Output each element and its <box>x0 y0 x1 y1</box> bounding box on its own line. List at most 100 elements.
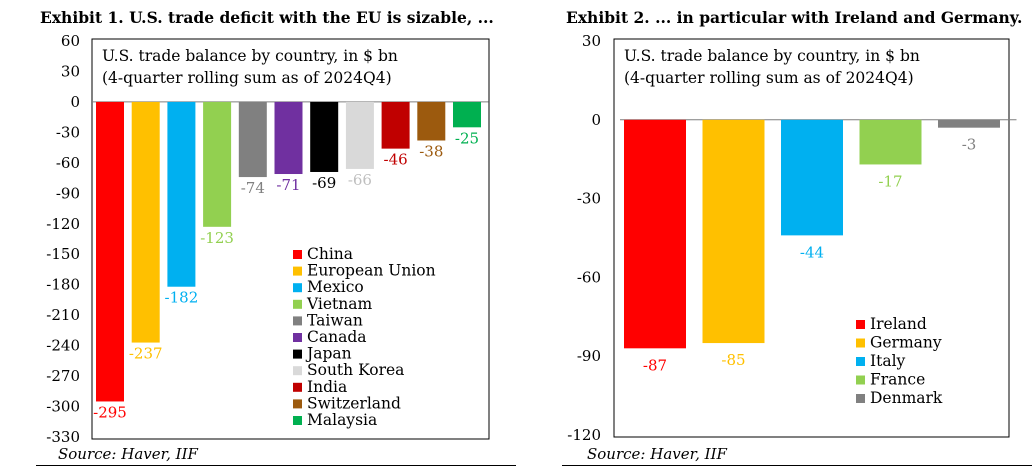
bar-value-label: -69 <box>312 174 336 192</box>
legend-swatch <box>293 316 302 326</box>
bar-china <box>96 101 124 402</box>
legend-label: Denmark <box>870 389 943 407</box>
plot-frame <box>613 38 1010 438</box>
y-tick-label: -240 <box>46 337 80 355</box>
bar-value-label: -25 <box>455 129 479 147</box>
trade-balance-by-country-chart: 60 30 0 -30 -60 -90 -120 -150 -180 -210 -240 -270 -3… <box>46 32 490 446</box>
bar-canada <box>274 101 303 175</box>
legend-swatch <box>293 266 302 276</box>
y-tick-label: 0 <box>591 111 601 129</box>
y-tick-label: -120 <box>46 215 80 233</box>
legend-swatch <box>856 338 865 348</box>
y-tick-label: 30 <box>582 32 601 50</box>
y-tick-label: -270 <box>46 367 80 385</box>
bar-value-label: -44 <box>800 243 824 261</box>
y-tick-label: -300 <box>46 398 80 416</box>
y-tick-label: -30 <box>56 123 80 141</box>
bar-india <box>381 101 410 149</box>
legend-label: South Korea <box>307 361 404 379</box>
legend-swatch <box>293 382 302 392</box>
chart-note-line: (4-quarter rolling sum as of 2024Q4) <box>624 69 914 87</box>
bar-france <box>859 119 922 165</box>
legend-swatch <box>293 283 302 293</box>
eu-trade-balance-chart: 30 0 -30 -60 -90 -120 U.S. trade balance by co… <box>567 32 1017 444</box>
legend-label: Taiwan <box>307 311 363 329</box>
y-tick-label: -30 <box>577 190 601 208</box>
exhibit-2-panel: Exhibit 2. ... in particular with Irelan… <box>520 0 1034 472</box>
y-tick-label: -90 <box>56 184 80 202</box>
legend-label: China <box>307 245 353 263</box>
legend-label: Japan <box>305 345 352 363</box>
legend-swatch <box>293 399 302 409</box>
y-tick-label: -150 <box>46 245 80 263</box>
bar-value-label: -17 <box>878 172 902 190</box>
y-tick-label: -90 <box>577 347 601 365</box>
bar-value-label: -71 <box>276 176 300 194</box>
legend-label: India <box>307 378 347 396</box>
bar-malaysia <box>453 101 481 128</box>
bar-south-korea <box>345 101 374 169</box>
y-tick-label: -120 <box>567 426 601 444</box>
plot-frame <box>91 38 490 440</box>
source-note: Source: Haver, IIF <box>58 445 198 463</box>
bottom-rule <box>562 465 1032 466</box>
bar-european-union <box>131 101 160 343</box>
bar-value-label: -85 <box>721 351 745 369</box>
y-tick-label: 0 <box>70 93 80 111</box>
bar-value-label: -74 <box>241 179 265 197</box>
y-tick-label: -210 <box>46 306 80 324</box>
y-tick-label: -330 <box>46 428 80 446</box>
legend-swatch <box>856 375 865 385</box>
y-tick-label: -180 <box>46 276 80 294</box>
bar-value-label: -3 <box>962 136 977 154</box>
legend-label: Malaysia <box>307 411 377 429</box>
bar-mexico <box>167 101 196 287</box>
legend-label: Ireland <box>870 315 927 333</box>
chart-note-line: (4-quarter rolling sum as of 2024Q4) <box>102 69 392 87</box>
bar-value-label: -295 <box>93 403 127 421</box>
legend-label: Mexico <box>307 278 364 296</box>
legend-label: France <box>870 371 925 389</box>
bar-value-label: -182 <box>165 289 199 307</box>
bar-italy <box>781 119 843 236</box>
bar-value-label: -123 <box>200 229 234 247</box>
legend-label: Canada <box>307 328 367 346</box>
bottom-rule <box>36 465 516 466</box>
legend-label: Italy <box>870 352 906 370</box>
chart-note-line: U.S. trade balance by country, in $ bn <box>102 47 398 65</box>
bar-taiwan <box>238 101 267 178</box>
bar-value-label: -46 <box>384 151 408 169</box>
legend-label: European Union <box>307 262 436 280</box>
legend-swatch <box>856 394 865 403</box>
legend-label: Vietnam <box>306 295 373 313</box>
bar-germany <box>702 119 765 344</box>
y-tick-label: -60 <box>577 268 601 286</box>
legend-swatch <box>293 250 302 259</box>
exhibit-title: Exhibit 1. U.S. trade deficit with the E… <box>40 8 494 27</box>
legend-swatch <box>293 416 302 425</box>
legend-swatch <box>293 366 302 376</box>
legend-swatch <box>856 320 865 329</box>
y-tick-label: 30 <box>61 62 80 80</box>
y-tick-label: -60 <box>56 154 80 172</box>
chart-note-line: U.S. trade balance by country, in $ bn <box>624 47 920 65</box>
bar-value-label: -87 <box>643 356 667 374</box>
legend-swatch <box>293 299 302 309</box>
bar-switzerland <box>417 101 446 141</box>
exhibit-title: Exhibit 2. ... in particular with Irelan… <box>566 8 1023 27</box>
exhibit-1-panel: Exhibit 1. U.S. trade deficit with the E… <box>36 8 516 466</box>
bar-japan <box>310 101 339 172</box>
y-tick-label: 60 <box>61 32 80 50</box>
legend-swatch <box>856 357 865 366</box>
legend-label: Switzerland <box>307 394 401 412</box>
bar-ireland <box>624 119 686 349</box>
legend-label: Germany <box>870 334 942 352</box>
bar-value-label: -237 <box>129 345 163 363</box>
bar-value-label: -66 <box>348 171 372 189</box>
bar-denmark <box>938 119 1000 128</box>
bar-vietnam <box>203 101 232 227</box>
legend-swatch <box>293 349 302 359</box>
bar-value-label: -38 <box>419 143 443 161</box>
source-note: Source: Haver, IIF <box>587 445 727 463</box>
legend-swatch <box>293 333 302 342</box>
